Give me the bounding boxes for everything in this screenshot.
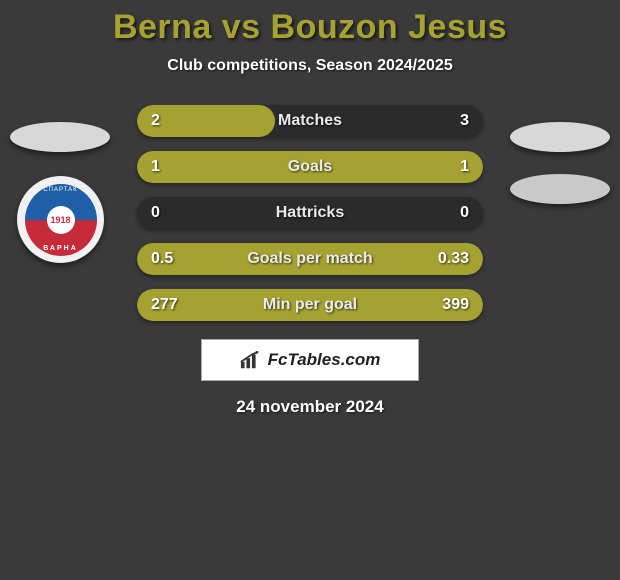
stat-value-right: 399 (442, 289, 469, 321)
club-right-badge-placeholder (510, 174, 610, 204)
comparison-card: Berna vs Bouzon Jesus Club competitions,… (0, 0, 620, 417)
club-badge-shield-icon: СПАРТАК 1918 ВАРНА (25, 184, 97, 256)
stat-label: Min per goal (137, 289, 483, 321)
club-left-badge: СПАРТАК 1918 ВАРНА (17, 176, 104, 263)
stat-row: 277Min per goal399 (137, 289, 483, 321)
stats-list: 2Matches3 1Goals1 0Hattricks0 0.5Goals per … (137, 105, 483, 321)
club-badge-year: 1918 (47, 206, 75, 234)
stat-row: 0Hattricks0 (137, 197, 483, 229)
stat-row: 2Matches3 (137, 105, 483, 137)
snapshot-date: 24 november 2024 (0, 397, 620, 417)
stat-label: Goals (137, 151, 483, 183)
stat-label: Matches (137, 105, 483, 137)
player-right-avatar (510, 122, 610, 152)
stat-value-right: 0 (460, 197, 469, 229)
stat-row: 1Goals1 (137, 151, 483, 183)
stat-label: Hattricks (137, 197, 483, 229)
player-left-avatar (10, 122, 110, 152)
stat-value-right: 0.33 (438, 243, 469, 275)
stat-row: 0.5Goals per match0.33 (137, 243, 483, 275)
club-badge-bottom-text: ВАРНА (25, 245, 97, 252)
brand-text: FcTables.com (268, 350, 381, 370)
stat-label: Goals per match (137, 243, 483, 275)
brand-watermark[interactable]: FcTables.com (201, 339, 419, 381)
stat-value-right: 1 (460, 151, 469, 183)
bar-chart-icon (240, 350, 262, 370)
subtitle: Club competitions, Season 2024/2025 (0, 57, 620, 75)
stat-value-right: 3 (460, 105, 469, 137)
club-badge-top-text: СПАРТАК (25, 187, 97, 193)
page-title: Berna vs Bouzon Jesus (0, 8, 620, 47)
